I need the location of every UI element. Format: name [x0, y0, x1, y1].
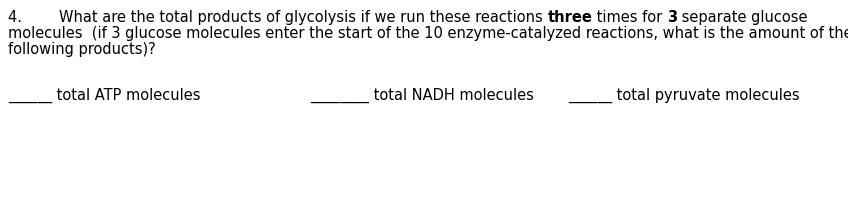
Text: ________: ________ [310, 88, 369, 103]
Text: 3: 3 [667, 10, 678, 25]
Text: three: three [547, 10, 592, 25]
Text: ______: ______ [568, 88, 612, 103]
Text: molecules  (if 3 glucose molecules enter the start of the 10 enzyme-catalyzed re: molecules (if 3 glucose molecules enter … [8, 26, 848, 41]
Text: 4.        What are the total products of glycolysis if we run these reactions: 4. What are the total products of glycol… [8, 10, 547, 25]
Text: total pyruvate molecules: total pyruvate molecules [612, 88, 800, 103]
Text: total NADH molecules: total NADH molecules [369, 88, 534, 103]
Text: times for: times for [592, 10, 667, 25]
Text: ______: ______ [8, 88, 53, 103]
Text: total ATP molecules: total ATP molecules [53, 88, 201, 103]
Text: following products)?: following products)? [8, 42, 156, 57]
Text: separate glucose: separate glucose [678, 10, 808, 25]
